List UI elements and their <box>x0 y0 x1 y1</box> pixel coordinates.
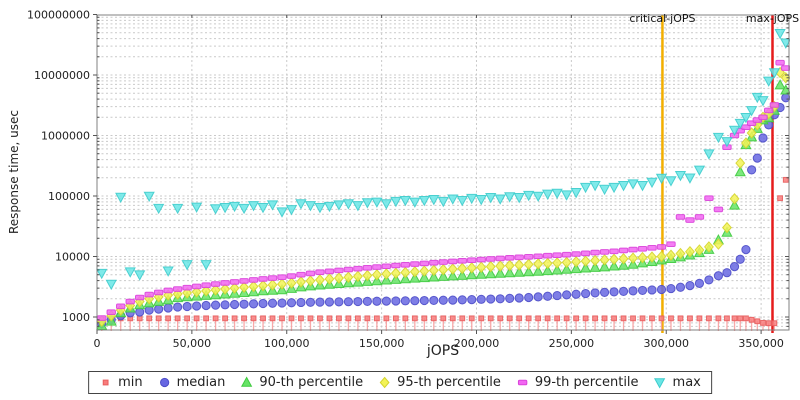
svg-text:300,000: 300,000 <box>643 337 689 350</box>
95-th-percentile-marker-icon <box>379 376 390 389</box>
svg-text:50,000: 50,000 <box>173 337 212 350</box>
legend-label-99-th-percentile: 99-th percentile <box>534 375 639 390</box>
series-median <box>97 93 790 329</box>
legend-label-min: min <box>118 375 143 390</box>
svg-text:10000: 10000 <box>55 251 90 264</box>
grid <box>97 15 789 330</box>
legend-label-max: max <box>672 375 701 390</box>
svg-text:0: 0 <box>94 337 101 350</box>
tick-labels: 0 50,000 100,000 150,000 200,000 250,000 300,0… <box>27 9 784 351</box>
svg-text:100000000: 100000000 <box>27 9 90 22</box>
svg-text:150,000: 150,000 <box>359 337 405 350</box>
median-marker-icon <box>159 377 169 388</box>
legend-item-99-th-percentile: 99-th percentile <box>516 375 639 390</box>
x-axis-title: jOPS <box>426 343 460 359</box>
legend-item-max: max <box>654 375 701 390</box>
y-axis-title: Response time, usec <box>7 109 21 235</box>
svg-text:10000000: 10000000 <box>34 69 90 82</box>
series-99-th-percentile <box>97 59 790 321</box>
chart-legend: min median 90-th percentile 95-th percentil… <box>88 371 712 394</box>
max-marker-icon <box>654 378 666 389</box>
legend-label-90-th-percentile: 90-th percentile <box>259 375 364 390</box>
legend-item-95-th-percentile: 95-th percentile <box>378 375 501 390</box>
min-marker-icon <box>102 379 109 386</box>
svg-text:350,000: 350,000 <box>738 337 784 350</box>
legend-label-95-th-percentile: 95-th percentile <box>397 375 501 390</box>
axis-ticks <box>93 14 789 334</box>
svg-text:1000: 1000 <box>62 311 90 324</box>
legend-label-median: median <box>176 375 226 390</box>
svg-text:250,000: 250,000 <box>549 337 595 350</box>
legend-item-90-th-percentile: 90-th percentile <box>240 375 363 390</box>
legend-item-median: median <box>158 375 226 390</box>
svg-text:100,000: 100,000 <box>264 337 310 350</box>
series-max <box>96 28 790 291</box>
svg-text:1000000: 1000000 <box>41 130 90 143</box>
90-th-percentile-marker-icon <box>241 376 253 387</box>
max-jops-label: max-jOPS <box>746 12 799 25</box>
svg-text:200,000: 200,000 <box>454 337 500 350</box>
critical-jops-label: critical-jOPS <box>629 12 695 25</box>
99-th-percentile-marker-icon <box>517 379 528 386</box>
svg-text:100000: 100000 <box>48 190 90 203</box>
plot-border <box>96 14 790 331</box>
legend-item-min: min <box>99 375 143 390</box>
